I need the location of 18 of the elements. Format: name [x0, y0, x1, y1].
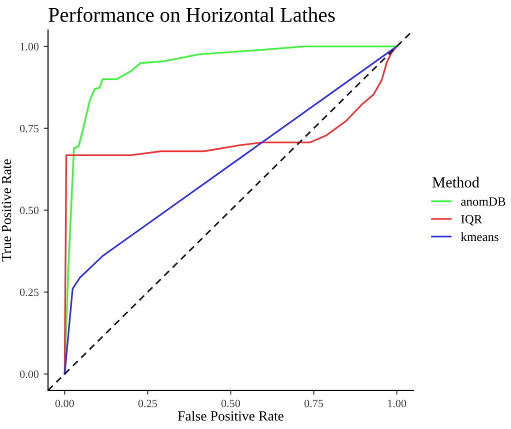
y-axis-title: True Positive Rate: [2, 159, 12, 262]
x-tick-label: 0.50: [221, 400, 240, 408]
y-tick-label: 0.75: [20, 124, 39, 132]
x-tick-label: 0.75: [304, 400, 324, 408]
line-series: [64, 46, 398, 375]
chart-title: Performance on Horizontal Lathes: [48, 7, 335, 22]
y-tick-label: 0.50: [20, 206, 39, 214]
y-tick-label: 0.00: [20, 370, 39, 378]
x-axis-title: False Positive Rate: [178, 410, 284, 421]
x-tick-label: 1.00: [388, 400, 406, 408]
y-tick-label: 0.25: [20, 288, 39, 296]
y-tick-label: 1.00: [20, 42, 39, 50]
legend-label: kmeans: [460, 232, 498, 242]
x-tick-label: 0.00: [55, 400, 74, 408]
legend-label: IQR: [461, 215, 482, 226]
legend-title: Method: [432, 176, 480, 188]
legend-label: anomDB: [461, 197, 506, 206]
x-tick-label: 0.25: [138, 400, 157, 408]
